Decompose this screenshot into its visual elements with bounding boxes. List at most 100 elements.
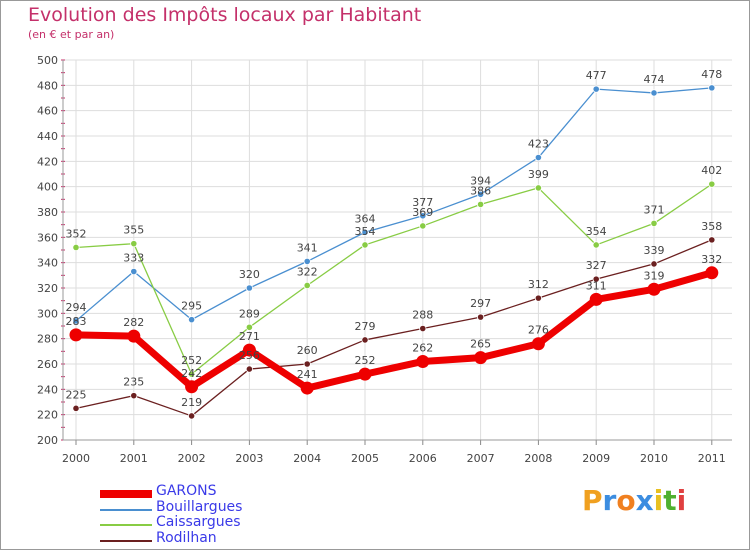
data-label: 358 bbox=[701, 220, 722, 233]
logo-letter: o bbox=[616, 484, 636, 517]
chart-title: Evolution des Impôts locaux par Habitant bbox=[28, 4, 422, 26]
data-point bbox=[592, 275, 600, 283]
data-label: 295 bbox=[181, 300, 202, 313]
y-tick-label: 420 bbox=[37, 155, 58, 168]
y-tick-label: 460 bbox=[37, 105, 58, 118]
data-point bbox=[474, 351, 488, 365]
data-label: 423 bbox=[528, 138, 549, 151]
y-tick-label: 240 bbox=[37, 383, 58, 396]
series-line-garons bbox=[75, 269, 713, 392]
data-point bbox=[650, 219, 658, 227]
data-label: 333 bbox=[123, 252, 144, 265]
data-label: 474 bbox=[644, 73, 665, 86]
y-tick-label: 340 bbox=[37, 257, 58, 270]
x-tick-label: 2006 bbox=[409, 452, 437, 465]
data-point bbox=[647, 282, 661, 296]
data-label: 288 bbox=[412, 309, 433, 322]
data-label: 354 bbox=[586, 225, 607, 238]
data-point bbox=[130, 267, 138, 276]
data-label: 219 bbox=[181, 396, 202, 409]
data-point bbox=[127, 329, 141, 343]
data-point bbox=[705, 266, 719, 280]
x-tick-label: 2002 bbox=[178, 452, 206, 465]
y-tick-label: 500 bbox=[37, 54, 58, 67]
data-point bbox=[476, 200, 485, 208]
x-tick-label: 2001 bbox=[120, 452, 148, 465]
data-point bbox=[188, 412, 196, 420]
data-point bbox=[188, 316, 196, 324]
data-point bbox=[303, 257, 311, 265]
data-point bbox=[534, 153, 543, 162]
data-label: 332 bbox=[701, 253, 722, 266]
data-label: 352 bbox=[66, 227, 87, 240]
data-label: 311 bbox=[586, 279, 607, 292]
legend-label: Rodilhan bbox=[156, 529, 217, 546]
data-label: 341 bbox=[297, 241, 318, 254]
data-point bbox=[69, 328, 83, 342]
data-point bbox=[419, 212, 427, 220]
data-label: 279 bbox=[355, 320, 376, 333]
legend-swatch bbox=[100, 490, 152, 498]
data-label: 260 bbox=[297, 344, 318, 357]
data-label: 289 bbox=[239, 307, 260, 320]
data-point bbox=[303, 360, 311, 368]
x-tick-label: 2008 bbox=[524, 452, 552, 465]
data-point bbox=[592, 85, 600, 93]
logo-letter: i bbox=[676, 484, 687, 517]
data-label: 235 bbox=[123, 376, 144, 389]
x-tick-label: 2003 bbox=[235, 452, 263, 465]
data-point bbox=[650, 89, 658, 97]
y-tick-label: 300 bbox=[37, 307, 58, 320]
data-label: 276 bbox=[528, 324, 549, 337]
logo-letter: i bbox=[653, 484, 664, 517]
y-tick-label: 260 bbox=[37, 358, 58, 371]
logo-letter: r bbox=[602, 484, 617, 517]
data-label: 402 bbox=[701, 164, 722, 177]
data-label: 252 bbox=[181, 354, 202, 367]
y-tick-label: 400 bbox=[37, 181, 58, 194]
data-label: 371 bbox=[644, 203, 665, 216]
y-tick-label: 220 bbox=[37, 409, 58, 422]
data-point bbox=[361, 228, 369, 236]
data-label: 283 bbox=[66, 315, 87, 328]
data-label: 322 bbox=[297, 265, 318, 278]
data-label: 262 bbox=[412, 341, 433, 354]
data-point bbox=[245, 365, 253, 373]
data-label: 294 bbox=[66, 301, 87, 314]
data-label: 225 bbox=[66, 388, 87, 401]
data-label: 256 bbox=[239, 349, 260, 362]
series-line-caissargues bbox=[75, 183, 713, 375]
data-point bbox=[708, 236, 716, 244]
data-point bbox=[245, 323, 253, 331]
data-label: 477 bbox=[586, 69, 607, 82]
logo-letter: t bbox=[663, 484, 677, 517]
data-label: 297 bbox=[470, 297, 491, 310]
data-point bbox=[72, 404, 80, 412]
data-point bbox=[130, 240, 138, 248]
data-label: 271 bbox=[239, 330, 260, 343]
data-point bbox=[72, 317, 80, 325]
data-label: 327 bbox=[586, 259, 607, 272]
data-point bbox=[592, 241, 600, 249]
legend-label: GARONS bbox=[156, 483, 217, 499]
y-tick-label: 480 bbox=[37, 79, 58, 92]
data-label: 265 bbox=[470, 338, 491, 351]
data-label: 242 bbox=[181, 367, 202, 380]
data-point bbox=[534, 294, 543, 302]
x-tick-label: 2007 bbox=[467, 452, 495, 465]
data-point bbox=[300, 381, 314, 395]
data-point bbox=[708, 84, 716, 92]
data-label: 478 bbox=[701, 68, 722, 81]
y-tick-label: 200 bbox=[37, 434, 58, 447]
data-label: 241 bbox=[297, 368, 318, 381]
x-tick-label: 2009 bbox=[582, 452, 610, 465]
logo-letter: x bbox=[635, 484, 654, 517]
data-label: 282 bbox=[123, 316, 144, 329]
data-point bbox=[303, 281, 311, 290]
chart-subtitle: (en € et par an) bbox=[28, 28, 115, 41]
data-label: 377 bbox=[412, 196, 433, 209]
data-label: 386 bbox=[470, 184, 491, 197]
data-label: 369 bbox=[412, 206, 433, 219]
data-point bbox=[245, 284, 253, 292]
